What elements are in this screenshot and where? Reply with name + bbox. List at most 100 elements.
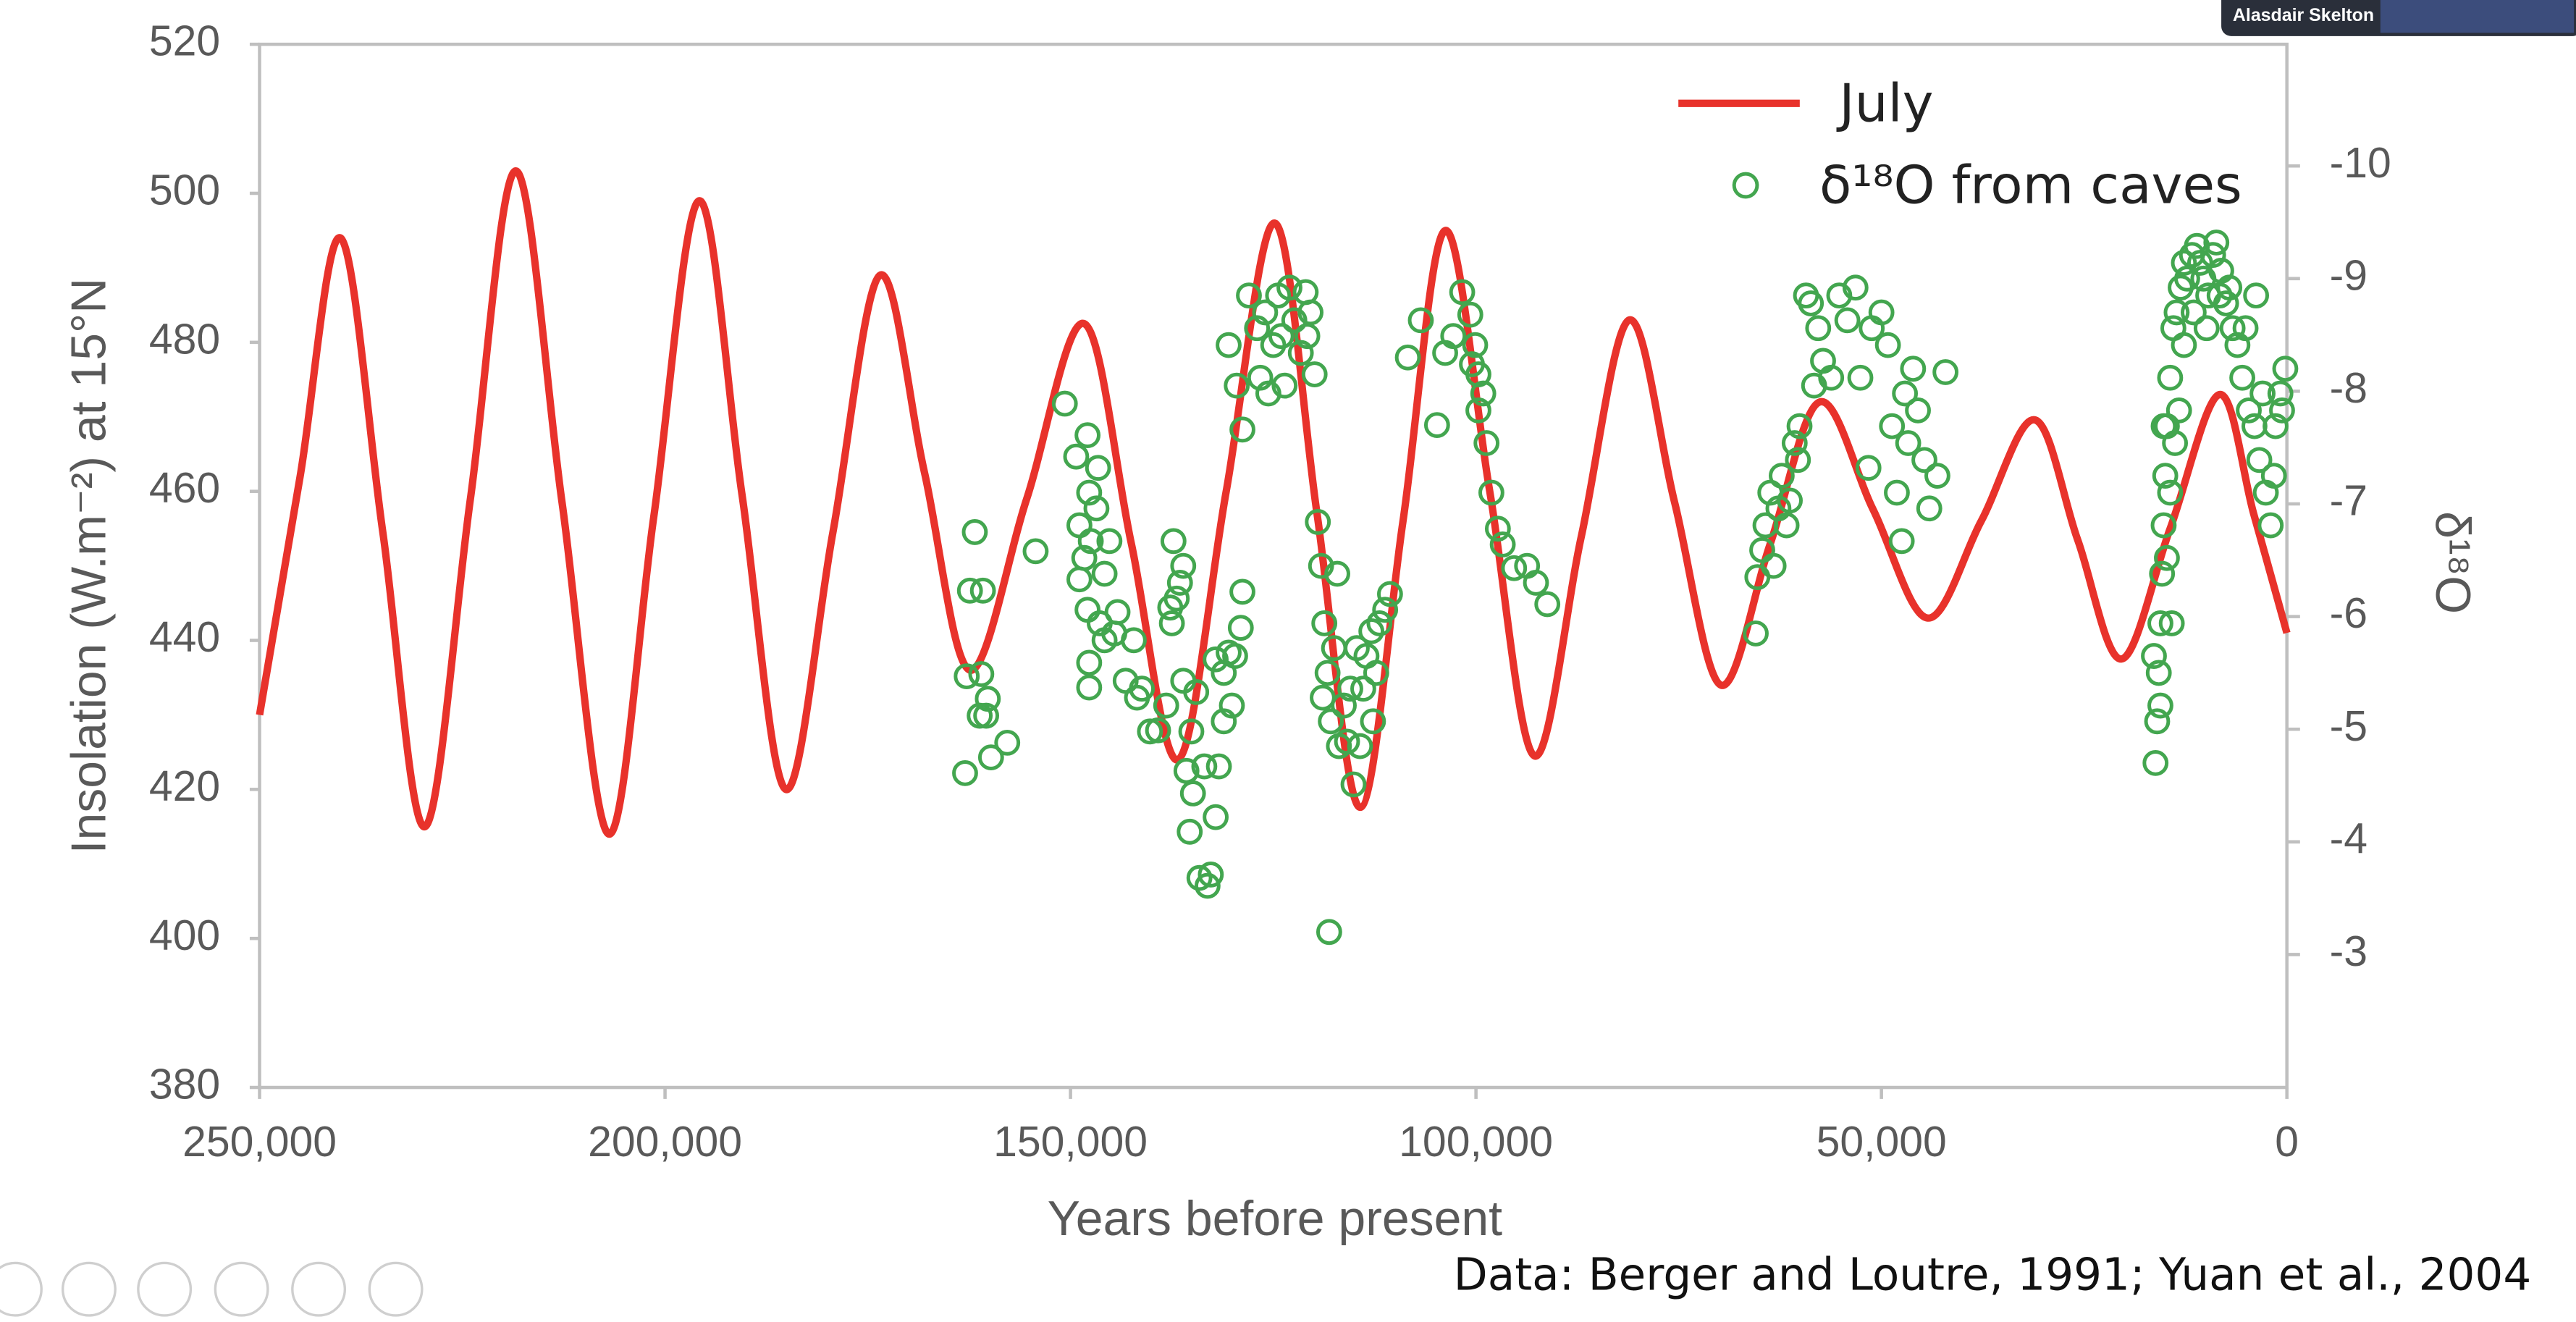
y2-tick-label: -6 <box>2330 590 2367 637</box>
data-point <box>1083 495 1110 522</box>
data-point <box>1076 479 1103 506</box>
data-point <box>1773 512 1800 539</box>
data-point <box>1785 447 1811 473</box>
data-point <box>1377 581 1403 607</box>
data-point <box>1227 615 1254 641</box>
data-point <box>1895 430 1922 456</box>
x-tick-label: 250,000 <box>182 1119 337 1166</box>
x-tick-label: 100,000 <box>1399 1119 1553 1166</box>
data-point <box>1801 372 1827 399</box>
data-point <box>2149 560 2176 587</box>
data-point <box>2154 544 2180 571</box>
data-point <box>1316 919 1342 946</box>
data-point <box>1449 279 1476 306</box>
insolation-line <box>256 167 2291 838</box>
data-point <box>1271 372 1298 399</box>
data-point <box>1781 430 1808 456</box>
data-point <box>1888 528 1915 555</box>
data-point <box>1347 733 1373 759</box>
plot-frame <box>258 42 2289 1090</box>
data-point <box>2150 512 2177 539</box>
data-point <box>2171 250 2197 276</box>
data-point <box>1194 872 1221 899</box>
data-point <box>1287 340 1314 366</box>
y-tick-label: 480 <box>149 316 220 363</box>
data-point <box>1916 495 1942 522</box>
data-point <box>1203 804 1229 830</box>
data-point <box>956 577 983 604</box>
x-axis-title: Years before present <box>1048 1191 1502 1246</box>
data-point <box>1834 307 1861 334</box>
y2-tick-label: -7 <box>2330 478 2367 525</box>
y2-tick-label: -8 <box>2330 365 2367 412</box>
data-point <box>2249 380 2276 407</box>
data-point <box>1197 862 1224 888</box>
data-point <box>2157 479 2184 506</box>
pen-button[interactable] <box>137 1261 193 1317</box>
data-point <box>2229 364 2255 391</box>
source-note: Data: Berger and Loutre, 1991; Yuan et a… <box>1454 1249 2532 1300</box>
data-point <box>2165 397 2192 424</box>
data-point <box>1268 323 1295 350</box>
data-point <box>1314 660 1341 686</box>
data-point <box>2203 230 2230 256</box>
data-point <box>1229 416 1255 443</box>
data-point <box>1179 780 1206 807</box>
x-tick-label: 50,000 <box>1817 1119 1947 1166</box>
y-tick-label: 460 <box>149 465 220 512</box>
data-point <box>1224 372 1250 399</box>
data-point <box>1407 307 1434 334</box>
data-point <box>1236 282 1262 309</box>
data-point <box>2260 463 2287 489</box>
data-point <box>1170 552 1197 579</box>
data-point <box>1096 528 1123 555</box>
prev-button[interactable] <box>0 1261 43 1317</box>
data-point <box>961 519 988 545</box>
legend-label: δ¹⁸O from caves <box>1819 156 2242 216</box>
data-point <box>1153 692 1179 719</box>
data-point <box>1340 771 1367 798</box>
data-point <box>1229 578 1255 605</box>
data-point <box>1101 620 1127 647</box>
data-point <box>1743 620 1769 647</box>
data-point <box>1160 528 1187 555</box>
data-point <box>2141 643 2167 669</box>
data-point <box>977 744 1004 771</box>
y-tick-label: 520 <box>149 18 220 65</box>
data-point <box>1358 618 1385 644</box>
y-axis-title: Insolation (W.m⁻²) at 15°N <box>61 278 116 854</box>
data-point <box>968 661 995 687</box>
name-tag: Alasdair Skelton <box>2221 0 2576 36</box>
data-point <box>1311 610 1338 636</box>
y2-tick-label: -9 <box>2330 252 2367 299</box>
data-point <box>1768 463 1795 489</box>
more-button[interactable] <box>368 1261 424 1317</box>
slides-button[interactable] <box>214 1261 269 1317</box>
data-point <box>1301 361 1328 387</box>
data-point <box>1177 818 1203 845</box>
data-point <box>1465 397 1491 424</box>
data-point <box>1423 412 1450 438</box>
data-point <box>2213 290 2239 316</box>
data-point <box>1855 455 1882 481</box>
data-point <box>1892 380 1919 407</box>
data-point <box>1305 509 1331 535</box>
zoom-button[interactable] <box>291 1261 347 1317</box>
data-point <box>2147 610 2173 636</box>
data-point <box>1805 315 1832 342</box>
data-point <box>2163 299 2190 326</box>
next-button[interactable] <box>61 1261 117 1317</box>
data-point <box>2147 692 2173 719</box>
data-point <box>994 729 1021 756</box>
data-point <box>1157 594 1184 621</box>
x-tick-label: 200,000 <box>588 1119 742 1166</box>
data-point <box>1457 301 1483 328</box>
legend-label: July <box>1836 73 1933 134</box>
data-point <box>1076 674 1103 701</box>
data-point <box>1473 430 1500 456</box>
data-point <box>1183 678 1210 705</box>
data-point <box>1534 591 1561 618</box>
data-point <box>2152 463 2179 489</box>
data-point <box>1360 708 1386 735</box>
